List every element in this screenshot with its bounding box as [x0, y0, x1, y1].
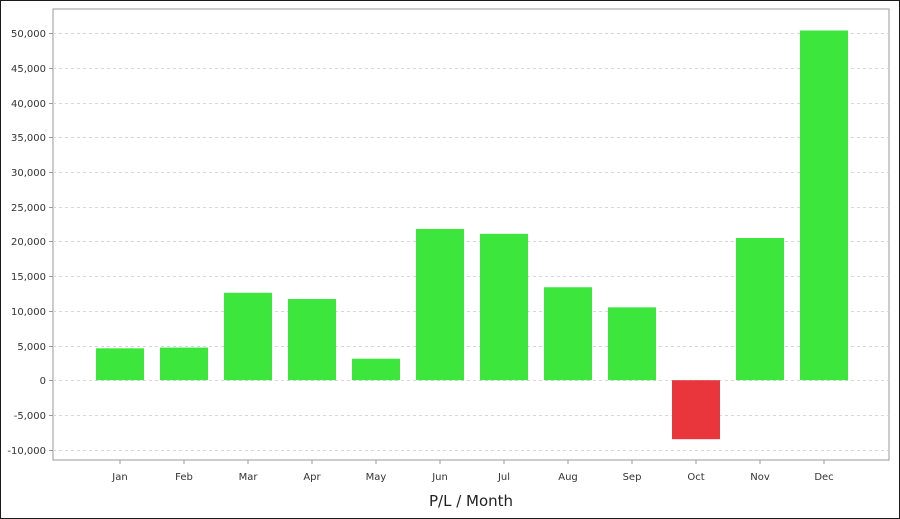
bars — [96, 30, 848, 440]
y-tick-label: 35,000 — [11, 133, 46, 144]
y-tick-label: 25,000 — [11, 203, 46, 214]
x-tick-label: Sep — [623, 472, 642, 483]
bar-nov — [736, 237, 784, 381]
bar-sep — [608, 307, 656, 381]
x-tick-label: May — [366, 472, 387, 483]
bar-jun — [416, 228, 464, 381]
bar-feb — [160, 347, 208, 381]
bar-mar — [224, 292, 272, 381]
x-tick-label: Nov — [750, 472, 770, 483]
x-tick-label: Oct — [687, 472, 704, 483]
x-tick-label: Mar — [239, 472, 259, 483]
y-tick-label: 30,000 — [11, 168, 46, 179]
y-tick-label: 45,000 — [11, 64, 46, 75]
y-tick-label: 50,000 — [11, 29, 46, 40]
gridlines — [53, 33, 889, 451]
plot-area — [52, 8, 890, 461]
bar-jan — [96, 348, 144, 381]
x-tick-label: Jul — [497, 472, 510, 483]
y-tick-label: -10,000 — [7, 446, 46, 457]
x-tick-label: Jun — [431, 472, 448, 483]
x-tick-label: Aug — [558, 472, 578, 483]
y-axis-ticks: -10,000 -5,000 0 5,000 10,000 15,000 20,000 25,… — [7, 29, 53, 457]
x-tick-label: Feb — [175, 472, 193, 483]
bar-dec — [800, 30, 848, 381]
y-tick-label: 5,000 — [17, 342, 46, 353]
bar-may — [352, 358, 400, 381]
x-tick-label: Dec — [814, 472, 833, 483]
y-tick-label: 10,000 — [11, 307, 46, 318]
y-tick-label: 0 — [40, 376, 46, 387]
bar-jul — [480, 233, 528, 381]
y-tick-label: -5,000 — [14, 411, 46, 422]
bar-oct — [672, 380, 720, 440]
y-tick-label: 40,000 — [11, 99, 46, 110]
y-tick-label: 15,000 — [11, 272, 46, 283]
y-tick-label: 20,000 — [11, 237, 46, 248]
x-tick-label: Jan — [111, 472, 127, 483]
bar-aug — [544, 287, 592, 381]
x-axis-ticks: Jan Feb Mar Apr May Jun Jul Aug Sep Oct Nov Dec — [111, 460, 834, 483]
x-tick-label: Apr — [303, 472, 321, 483]
bar-apr — [288, 299, 336, 381]
x-axis-label: P/L / Month — [429, 492, 513, 510]
